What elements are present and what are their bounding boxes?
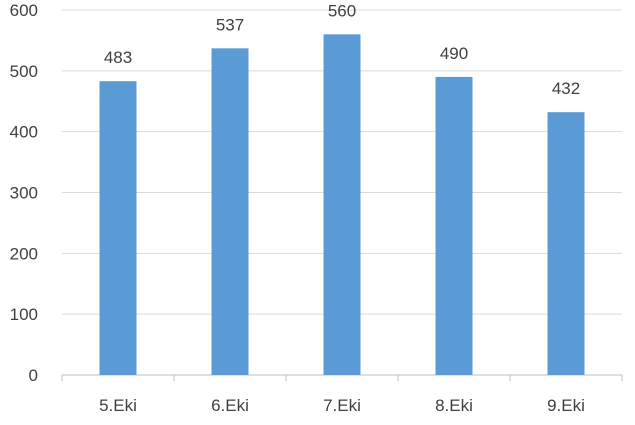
bar	[323, 34, 361, 375]
x-tick-label: 7.Eki	[323, 396, 361, 415]
bar	[435, 76, 473, 376]
data-label: 560	[328, 1, 356, 20]
y-tick-label: 200	[10, 244, 38, 263]
x-tick-label: 5.Eki	[99, 396, 137, 415]
y-tick-label: 100	[10, 305, 38, 324]
data-label: 490	[440, 44, 468, 63]
data-label: 483	[104, 48, 132, 67]
x-tick-label: 9.Eki	[547, 396, 585, 415]
data-label: 537	[216, 15, 244, 34]
x-tick-label: 6.Eki	[211, 396, 249, 415]
bar	[211, 48, 249, 375]
bar	[99, 81, 137, 376]
x-tick-label: 8.Eki	[435, 396, 473, 415]
data-label: 432	[552, 79, 580, 98]
y-tick-label: 0	[29, 366, 38, 385]
bar	[547, 112, 585, 375]
y-tick-label: 600	[10, 1, 38, 20]
y-tick-label: 500	[10, 62, 38, 81]
y-tick-label: 300	[10, 184, 38, 203]
y-tick-label: 400	[10, 123, 38, 142]
